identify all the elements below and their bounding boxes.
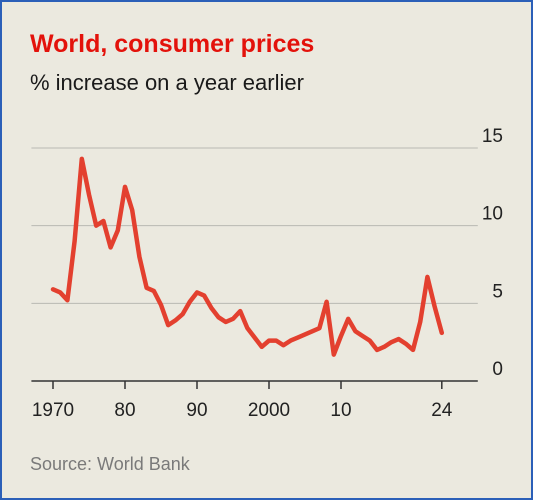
y-tick-label: 0 <box>492 359 503 380</box>
chart-subtitle: % increase on a year earlier <box>30 70 304 95</box>
y-tick-label: 10 <box>482 204 503 225</box>
y-tick-label: 15 <box>482 126 503 147</box>
x-tick-label: 80 <box>114 400 135 421</box>
x-tick-label: 1970 <box>32 400 74 421</box>
data-line <box>50 156 445 357</box>
chart-title: World, consumer prices <box>30 30 314 58</box>
x-tick-label: 2000 <box>248 400 290 421</box>
source: Source: World Bank <box>30 454 191 474</box>
x-tick-label: 24 <box>431 400 453 421</box>
y-tick-label: 5 <box>492 281 503 302</box>
x-tick-label: 10 <box>330 400 351 421</box>
x-tick-label: 90 <box>186 400 207 421</box>
